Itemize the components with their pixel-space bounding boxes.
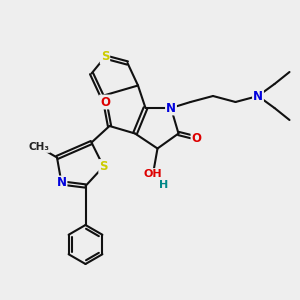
Text: S: S bbox=[99, 160, 108, 173]
Text: OH: OH bbox=[144, 169, 162, 179]
Text: H: H bbox=[159, 179, 168, 190]
Text: N: N bbox=[253, 89, 263, 103]
Text: CH₃: CH₃ bbox=[28, 142, 50, 152]
Text: N: N bbox=[56, 176, 67, 190]
Text: N: N bbox=[166, 101, 176, 115]
Text: S: S bbox=[101, 50, 109, 64]
Text: O: O bbox=[100, 95, 110, 109]
Text: O: O bbox=[191, 131, 202, 145]
